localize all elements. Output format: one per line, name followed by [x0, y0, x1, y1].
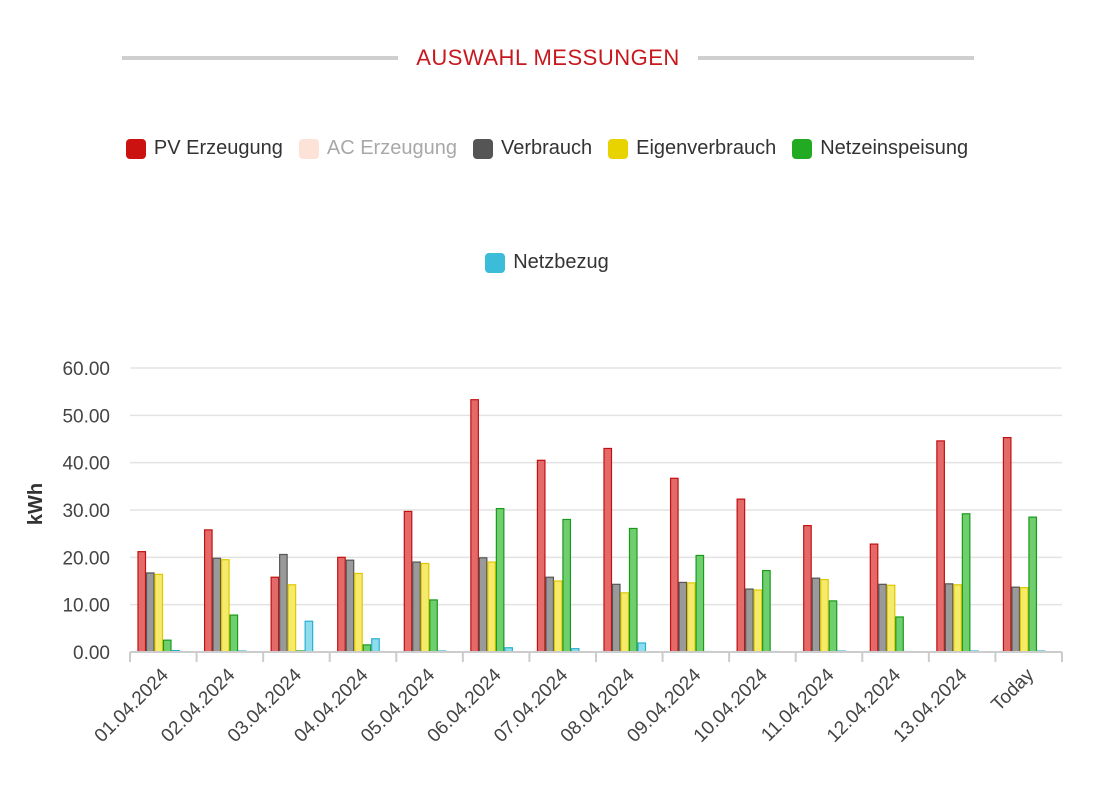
bar-verbrauch[interactable]	[611, 583, 621, 653]
legend-label: AC Erzeugung	[326, 137, 457, 159]
bar-netzbezug[interactable]	[371, 638, 380, 653]
x-tick-label: Today	[988, 664, 1039, 715]
bar-verbrauch[interactable]	[478, 557, 488, 653]
y-tick-label: 60.00	[62, 359, 110, 380]
bar-pv-erzeugung[interactable]	[337, 556, 346, 653]
bar-verbrauch[interactable]	[944, 583, 954, 653]
bar-netzeinspeisung[interactable]	[495, 507, 505, 653]
legend-item-eigenverbrauch[interactable]: Eigenverbrauch	[608, 137, 776, 160]
bar-pv-erzeugung[interactable]	[603, 447, 613, 653]
bar-eigenverbrauch[interactable]	[753, 589, 763, 653]
legend-swatch	[608, 138, 629, 159]
bar-eigenverbrauch[interactable]	[620, 592, 630, 653]
bar-verbrauch[interactable]	[345, 559, 355, 653]
bar-eigenverbrauch[interactable]	[886, 584, 896, 653]
bar-eigenverbrauch[interactable]	[287, 584, 297, 653]
bar-pv-erzeugung[interactable]	[803, 525, 812, 653]
bar-pv-erzeugung[interactable]	[470, 399, 479, 653]
bar-netzeinspeisung[interactable]	[628, 527, 638, 653]
bar-verbrauch[interactable]	[145, 572, 155, 653]
chart-legend: PV Erzeugung AC Erzeugung Verbrauch Eige…	[0, 137, 1094, 160]
bar-netzeinspeisung[interactable]	[695, 554, 705, 653]
bar-eigenverbrauch[interactable]	[953, 584, 962, 653]
bar-netzbezug[interactable]	[637, 642, 647, 653]
legend-label: PV Erzeugung	[153, 137, 283, 159]
section-header: AUSWAHL MESSUNGEN	[0, 40, 1094, 80]
y-axis-label: kWh	[25, 483, 47, 525]
bar-verbrauch[interactable]	[811, 577, 821, 653]
bar-pv-erzeugung[interactable]	[869, 543, 879, 653]
bar-eigenverbrauch[interactable]	[1019, 587, 1029, 653]
bar-pv-erzeugung[interactable]	[137, 551, 147, 653]
bar-netzeinspeisung[interactable]	[562, 518, 572, 653]
legend-swatch	[298, 138, 319, 159]
legend-item-netzeinspeisung[interactable]: Netzeinspeisung	[792, 137, 968, 160]
bar-verbrauch[interactable]	[1011, 586, 1021, 653]
bar-netzeinspeisung[interactable]	[162, 639, 172, 653]
legend-label: Eigenverbrauch	[636, 137, 777, 159]
bar-eigenverbrauch[interactable]	[553, 580, 563, 653]
bar-verbrauch[interactable]	[745, 588, 754, 653]
bar-netzbezug[interactable]	[304, 620, 314, 653]
bar-verbrauch[interactable]	[412, 561, 421, 653]
header-divider-right	[698, 56, 974, 60]
bar-netzeinspeisung[interactable]	[762, 569, 771, 653]
bar-verbrauch[interactable]	[545, 576, 555, 653]
bar-netzeinspeisung[interactable]	[828, 600, 838, 653]
bar-verbrauch[interactable]	[878, 583, 887, 653]
bar-netzeinspeisung[interactable]	[1028, 516, 1038, 653]
bar-pv-erzeugung[interactable]	[736, 498, 746, 653]
legend-item-netzbezug[interactable]: Netzbezug	[485, 251, 609, 274]
bar-eigenverbrauch[interactable]	[820, 578, 829, 653]
section-title: AUSWAHL MESSUNGEN	[416, 45, 680, 70]
legend-swatch	[485, 252, 506, 273]
bar-pv-erzeugung[interactable]	[203, 529, 213, 653]
bar-pv-erzeugung[interactable]	[270, 576, 280, 653]
bar-eigenverbrauch[interactable]	[487, 561, 496, 653]
y-tick-label: 0.00	[73, 643, 110, 664]
bar-verbrauch[interactable]	[279, 553, 288, 653]
legend-swatch	[472, 138, 493, 159]
bar-pv-erzeugung[interactable]	[536, 459, 546, 653]
bar-netzeinspeisung[interactable]	[362, 644, 372, 653]
legend-label: Netzbezug	[513, 251, 609, 273]
y-tick-label: 30.00	[62, 501, 110, 522]
legend-item-ac-erzeugung[interactable]: AC Erzeugung	[298, 137, 457, 160]
bar-eigenverbrauch[interactable]	[154, 573, 164, 653]
chart-legend-row-2: Netzbezug	[0, 251, 1094, 274]
y-tick-label: 10.00	[62, 596, 110, 617]
bar-pv-erzeugung[interactable]	[936, 440, 945, 653]
bar-netzeinspeisung[interactable]	[961, 513, 971, 653]
bar-eigenverbrauch[interactable]	[686, 582, 696, 653]
bar-verbrauch[interactable]	[678, 581, 688, 653]
bar-netzeinspeisung[interactable]	[229, 614, 239, 653]
bar-eigenverbrauch[interactable]	[220, 559, 230, 653]
bar-pv-erzeugung[interactable]	[669, 477, 679, 653]
bar-pv-erzeugung[interactable]	[1002, 436, 1012, 653]
bar-netzeinspeisung[interactable]	[895, 616, 904, 653]
legend-swatch	[125, 138, 146, 159]
bar-pv-erzeugung[interactable]	[403, 510, 413, 653]
y-tick-label: 40.00	[62, 454, 110, 475]
legend-swatch	[792, 138, 813, 159]
legend-label: Verbrauch	[500, 137, 593, 159]
legend-item-verbrauch[interactable]: Verbrauch	[472, 137, 593, 160]
bar-eigenverbrauch[interactable]	[354, 572, 363, 653]
bar-eigenverbrauch[interactable]	[420, 562, 430, 653]
header-divider-left	[122, 56, 398, 60]
legend-label: Netzeinspeisung	[820, 137, 969, 159]
bar-verbrauch[interactable]	[212, 557, 222, 653]
y-tick-label: 20.00	[62, 548, 110, 569]
y-tick-label: 50.00	[62, 406, 110, 427]
bar-netzeinspeisung[interactable]	[429, 599, 438, 653]
legend-item-pv-erzeugung[interactable]: PV Erzeugung	[125, 137, 283, 160]
